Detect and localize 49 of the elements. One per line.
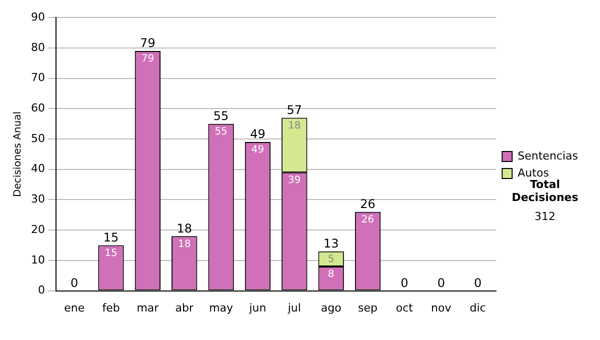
total-label: 0 [474, 276, 482, 290]
total-label: 26 [360, 197, 376, 211]
x-tick-label: jun [248, 301, 266, 314]
legend-label: Autos [518, 166, 550, 180]
text: 312 [534, 210, 556, 223]
y-axis-title: Decisiones Anual [12, 111, 24, 197]
data-label: 26 [361, 214, 374, 226]
total-label: 55 [213, 108, 229, 123]
x-tick-label: jul [286, 301, 301, 314]
total-label: 13 [323, 236, 339, 250]
y-tick-label: 80 [30, 40, 45, 54]
data-label: 79 [141, 54, 154, 65]
x-tick-label: may [209, 301, 234, 314]
total-label: 49 [250, 127, 266, 142]
x-tick-label: feb [102, 301, 120, 314]
total-label: 0 [437, 276, 445, 290]
data-label: 5 [328, 254, 334, 265]
total-label: 79 [140, 36, 156, 50]
x-tick-label: oct [396, 301, 414, 314]
x-tick-label: sep [358, 301, 378, 314]
total-label: 57 [286, 102, 302, 117]
total-label: 18 [176, 221, 192, 236]
data-label: 8 [328, 269, 334, 280]
x-tick-label: ene [64, 301, 85, 314]
x-tick-label: mar [136, 301, 160, 314]
total-label: 0 [70, 276, 78, 290]
y-tick-label: 30 [30, 192, 45, 206]
x-tick-label: nov [431, 301, 452, 314]
y-tick-label: 0 [38, 284, 45, 297]
total-label: 15 [103, 230, 119, 244]
x-tick-label: dic [470, 301, 486, 314]
text: Total Decisiones [510, 178, 580, 204]
data-label: 18 [178, 238, 191, 250]
data-label: 55 [214, 126, 228, 138]
total-label: 0 [400, 276, 408, 290]
y-tick-label: 10 [30, 253, 45, 266]
data-label: 18 [288, 120, 301, 132]
data-label: 49 [251, 144, 264, 156]
y-tick-label: 50 [30, 132, 45, 145]
data-label: 39 [288, 175, 301, 186]
x-tick-label: ago [320, 301, 342, 314]
data-label: 15 [104, 248, 118, 259]
y-tick-label: 90 [30, 10, 45, 24]
y-tick-label: 40 [30, 162, 45, 176]
x-tick-label: abr [175, 301, 194, 314]
legend-label: Sentencias [518, 149, 578, 162]
y-tick-label: 20 [30, 222, 45, 236]
y-tick-label: 70 [30, 71, 45, 84]
y-tick-label: 60 [30, 102, 45, 115]
